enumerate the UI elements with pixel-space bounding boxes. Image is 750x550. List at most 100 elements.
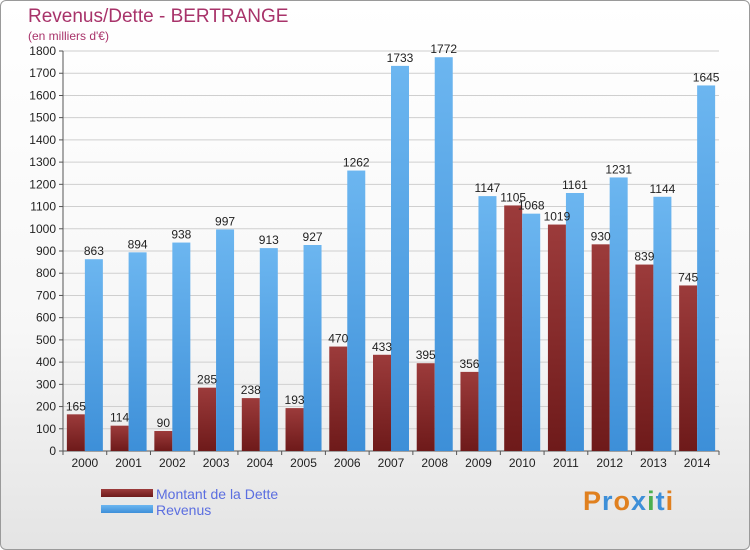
x-tick-label: 2008: [421, 456, 448, 470]
data-label-revenue: 1147: [475, 181, 501, 195]
y-tick-label: 1600: [29, 88, 56, 102]
x-tick-label: 2003: [203, 456, 230, 470]
x-tick-label: 2001: [115, 456, 142, 470]
x-tick-label: 2006: [334, 456, 361, 470]
data-label-debt: 1019: [544, 210, 571, 224]
data-label-debt: 193: [285, 393, 305, 407]
y-tick-label: 1100: [30, 200, 56, 214]
y-tick-label: 500: [36, 333, 56, 347]
data-label-debt: 470: [328, 332, 348, 346]
x-tick-label: 2007: [378, 456, 405, 470]
bar-debt: [110, 425, 129, 451]
bar-debt: [154, 431, 173, 451]
bar-debt: [241, 398, 260, 451]
bar-revenue: [434, 57, 453, 451]
legend-swatch-debt: [101, 489, 153, 497]
data-label-revenue: 1068: [518, 199, 545, 213]
logo-letter: i: [665, 486, 675, 516]
logo-letter: P: [583, 486, 603, 516]
bar-debt: [460, 371, 479, 451]
y-tick-label: 1000: [29, 222, 56, 236]
y-tick-label: 0: [49, 444, 56, 458]
x-tick-label: 2014: [684, 456, 711, 470]
bar-revenue: [697, 85, 716, 451]
data-label-debt: 745: [678, 270, 698, 284]
x-tick-label: 2009: [465, 456, 492, 470]
data-label-revenue: 863: [84, 244, 104, 258]
bar-debt: [373, 354, 391, 451]
bar-revenue: [303, 245, 322, 451]
y-tick-label: 1800: [29, 44, 56, 58]
data-label-debt: 114: [110, 411, 129, 425]
chart-subtitle: (en milliers d'€): [28, 29, 109, 43]
data-label-revenue: 927: [303, 230, 323, 244]
x-tick-label: 2000: [72, 456, 99, 470]
data-label-revenue: 1144: [649, 182, 675, 196]
y-tick-label: 800: [36, 266, 56, 280]
bar-revenue: [84, 259, 103, 451]
legend-label-debt: Montant de la Dette: [156, 486, 279, 502]
x-tick-label: 2012: [596, 456, 623, 470]
data-label-debt: 433: [372, 340, 392, 354]
bar-revenue: [609, 177, 628, 451]
logo-letter: x: [631, 486, 648, 516]
data-label-debt: 356: [459, 357, 479, 371]
bar-debt: [504, 205, 523, 451]
bar-debt: [635, 264, 654, 451]
chart-title: Revenus/Dette - BERTRANGE: [28, 6, 289, 27]
bar-debt: [329, 346, 348, 451]
bar-revenue: [391, 65, 409, 451]
logo-letter: o: [613, 486, 632, 516]
bar-revenue: [347, 170, 366, 452]
proxiti-logo: Proxiti: [583, 486, 713, 526]
x-tick-label: 2010: [509, 456, 536, 470]
x-tick-label: 2002: [159, 456, 186, 470]
data-label-revenue: 938: [171, 228, 191, 242]
y-tick-label: 700: [36, 288, 56, 302]
y-tick-label: 300: [36, 377, 56, 391]
bar-debt: [416, 363, 435, 451]
bar-debt: [285, 408, 304, 451]
y-tick-label: 400: [36, 355, 56, 369]
bar-debt: [591, 244, 610, 451]
data-label-revenue: 1262: [343, 156, 370, 170]
data-label-revenue: 997: [215, 214, 235, 228]
x-tick-label: 2005: [290, 456, 317, 470]
data-label-debt: 90: [157, 416, 171, 430]
bar-debt: [547, 224, 566, 451]
bar-revenue: [653, 196, 672, 451]
data-label-debt: 1105: [500, 190, 526, 204]
data-label-debt: 395: [416, 348, 436, 362]
y-tick-label: 200: [36, 400, 56, 414]
data-label-revenue: 894: [128, 237, 148, 251]
bar-revenue: [565, 193, 584, 451]
y-tick-label: 1200: [29, 177, 56, 191]
x-tick-label: 2004: [246, 456, 273, 470]
y-tick-label: 1400: [29, 133, 56, 147]
bar-revenue: [259, 248, 278, 451]
data-label-revenue: 1161: [562, 178, 588, 192]
y-tick-label: 100: [36, 422, 56, 436]
bar-revenue: [216, 229, 235, 451]
data-label-debt: 238: [241, 383, 261, 397]
bar-debt: [198, 387, 217, 451]
bar-revenue: [478, 196, 497, 451]
data-label-debt: 930: [591, 229, 611, 243]
data-label-revenue: 1645: [693, 70, 720, 84]
data-label-revenue: 1231: [605, 162, 632, 176]
bar-debt: [66, 414, 85, 451]
legend-swatch-revenue: [101, 505, 153, 513]
data-label-revenue: 913: [259, 233, 279, 247]
y-tick-label: 600: [36, 311, 56, 325]
data-label-debt: 165: [66, 399, 86, 413]
logo-letter: r: [602, 486, 614, 516]
y-tick-label: 1700: [29, 66, 56, 80]
x-tick-label: 2011: [553, 456, 579, 470]
logo-letter: i: [647, 486, 656, 516]
bar-revenue: [522, 213, 541, 451]
x-tick-label: 2013: [640, 456, 667, 470]
bar-revenue: [128, 252, 147, 451]
bar-revenue: [172, 242, 191, 451]
